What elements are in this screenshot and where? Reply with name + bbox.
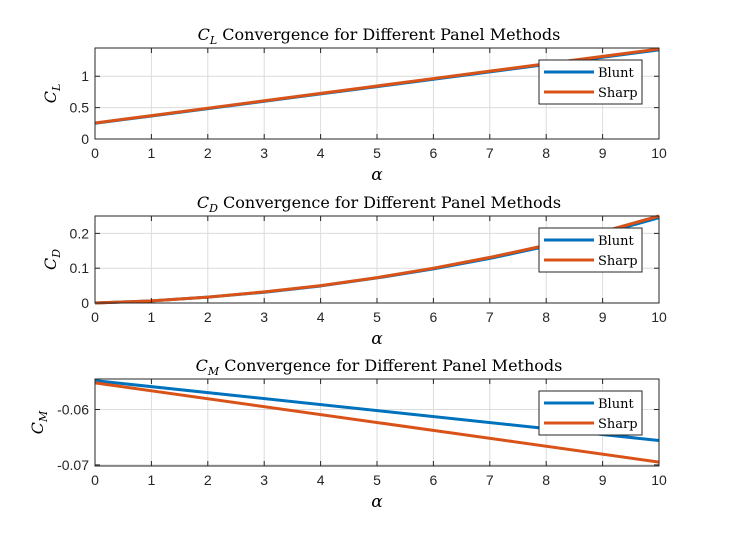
- x-tick-label: 5: [373, 145, 381, 161]
- legend: Blunt Sharp: [538, 227, 643, 273]
- chart-title: CL Convergence for Different Panel Metho…: [198, 25, 561, 47]
- legend-label-blunt: Blunt: [598, 66, 634, 81]
- legend-label-sharp: Sharp: [598, 417, 638, 432]
- x-tick-label: 2: [204, 309, 212, 325]
- x-axis-label: α: [371, 492, 383, 512]
- x-tick-label: 4: [317, 145, 325, 161]
- x-tick-label: 5: [373, 472, 381, 488]
- x-tick-label: 10: [651, 145, 667, 161]
- y-tick-label: 0.1: [70, 260, 90, 276]
- y-tick-label: -0.06: [57, 401, 89, 417]
- series-line-sharp: [94, 381, 660, 464]
- x-tick-label: 5: [373, 309, 381, 325]
- x-tick-label: 4: [317, 309, 325, 325]
- legend: Blunt Sharp: [538, 390, 643, 436]
- x-axis-label: α: [371, 329, 383, 349]
- chart-panel-3: 0 1 2 3 4 5 6 7 8 9 10 -0.07 -0.06 CM Convergence for…: [28, 356, 667, 512]
- x-tick-label: 3: [260, 472, 268, 488]
- x-tick-label: 8: [542, 309, 550, 325]
- x-tick-label: 9: [599, 309, 607, 325]
- x-tick-label: 1: [148, 309, 156, 325]
- x-tick-label: 9: [599, 472, 607, 488]
- legend-label-sharp: Sharp: [598, 86, 638, 101]
- y-tick-label: 1: [81, 68, 89, 84]
- x-tick-label: 6: [430, 472, 438, 488]
- y-tick-label: 0: [81, 131, 89, 147]
- chart-title: CD Convergence for Different Panel Metho…: [197, 193, 561, 215]
- x-tick-label: 3: [260, 145, 268, 161]
- x-tick-label: 7: [486, 145, 494, 161]
- y-tick-label: -0.07: [57, 457, 89, 473]
- x-tick-label: 2: [204, 145, 212, 161]
- x-tick-label: 1: [148, 145, 156, 161]
- x-tick-label: 10: [651, 472, 667, 488]
- y-axis-label: CD: [41, 249, 63, 270]
- x-tick-label: 0: [91, 145, 99, 161]
- legend-box: [538, 390, 643, 436]
- chart-title: CM Convergence for Different Panel Metho…: [196, 356, 563, 378]
- x-tick-label: 1: [148, 472, 156, 488]
- x-tick-label: 3: [260, 309, 268, 325]
- x-tick-label: 0: [91, 472, 99, 488]
- x-tick-label: 4: [317, 472, 325, 488]
- chart-panel-1: 0 1 2 3 4 5 6 7 8 9 10 0 0.5 1 CL Convergence for Diff…: [41, 25, 667, 185]
- x-tick-label: 7: [486, 309, 494, 325]
- x-tick-label: 6: [430, 309, 438, 325]
- x-tick-label: 8: [542, 145, 550, 161]
- legend: Blunt Sharp: [538, 59, 643, 105]
- legend-label-blunt: Blunt: [598, 234, 634, 249]
- y-tick-label: 0: [81, 295, 89, 311]
- y-tick-label: 0.2: [70, 225, 90, 241]
- x-tick-label: 7: [486, 472, 494, 488]
- legend-box: [538, 227, 643, 273]
- chart-panel-2: 0 1 2 3 4 5 6 7 8 9 10 0 0.1 0.2 CD Convergence for Di…: [41, 193, 667, 349]
- y-tick-label: 0.5: [70, 100, 90, 116]
- x-tick-label: 0: [91, 309, 99, 325]
- legend-label-blunt: Blunt: [598, 397, 634, 412]
- legend-label-sharp: Sharp: [598, 254, 638, 269]
- x-tick-label: 10: [651, 309, 667, 325]
- y-axis-label: CL: [41, 84, 63, 104]
- x-tick-label: 8: [542, 472, 550, 488]
- x-tick-label: 6: [430, 145, 438, 161]
- x-tick-label: 9: [599, 145, 607, 161]
- x-axis-label: α: [371, 165, 383, 185]
- y-axis-label: CM: [28, 410, 50, 434]
- x-tick-label: 2: [204, 472, 212, 488]
- legend-box: [538, 59, 643, 105]
